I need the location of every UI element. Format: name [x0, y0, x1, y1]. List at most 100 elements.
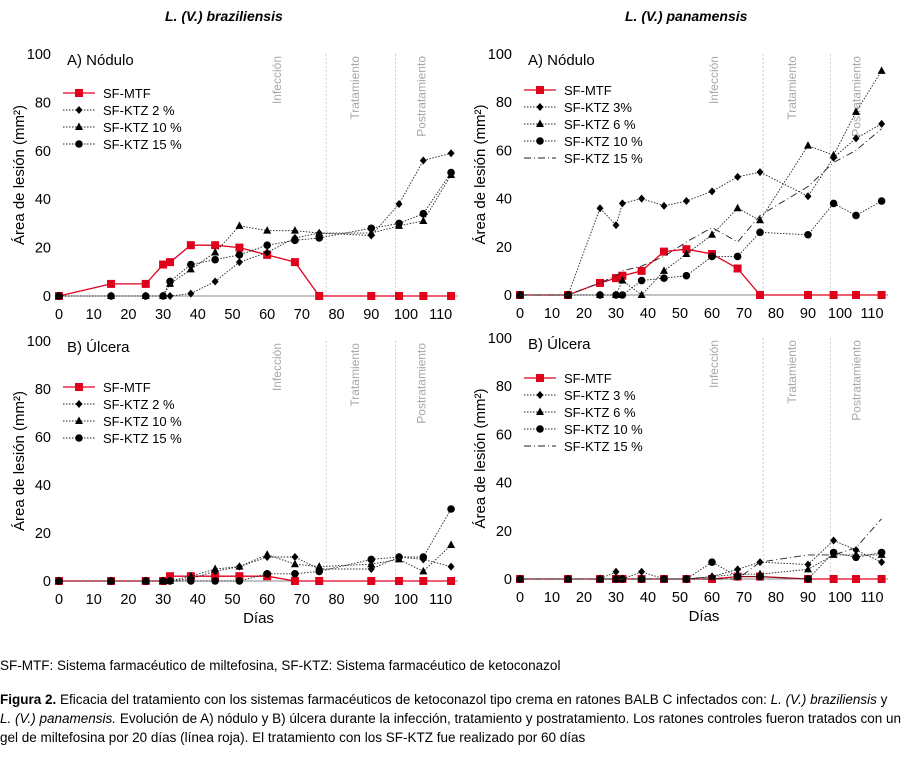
data-point [612, 221, 620, 230]
y-tick-label: 0 [43, 289, 51, 305]
series-sf-ktz-15- [55, 505, 455, 585]
data-point [708, 252, 716, 261]
data-point [618, 271, 627, 280]
data-point [447, 292, 456, 300]
data-point [804, 564, 812, 573]
x-axis-title: Días [689, 608, 720, 625]
data-point [852, 134, 860, 143]
y-tick-label: 40 [496, 476, 512, 492]
legend-marker [75, 400, 83, 408]
data-point [756, 291, 764, 299]
phase-label: Tratamiento [348, 343, 362, 407]
data-point [107, 279, 116, 288]
data-point [315, 228, 324, 237]
data-point [55, 577, 63, 585]
phase-label: Tratamiento [785, 56, 799, 120]
panel-label: A) Nódulo [67, 52, 134, 69]
data-point [829, 548, 838, 557]
data-point [804, 291, 812, 299]
figure-caption: Figura 2. Eficacia del tratamiento con l… [0, 690, 901, 747]
data-point [211, 247, 220, 256]
phase-label: Infección [270, 56, 284, 104]
legend-marker [75, 140, 83, 148]
legend-marker [536, 103, 544, 111]
data-point [315, 567, 324, 576]
title-left: L. (V.) braziliensis [165, 8, 283, 24]
data-point [733, 203, 742, 212]
data-point [291, 236, 299, 245]
chart-panel-3: Infección Tratamiento Postratamiento 0 20 40 6… [11, 334, 458, 627]
chart-panel-2: Infección Tratamiento Postratamiento 0 20 40 6… [472, 47, 888, 322]
legend-label: SF-KTZ 10 % [564, 134, 643, 149]
data-point [395, 219, 403, 228]
legend-label: SF-MTF [103, 380, 151, 395]
data-point [829, 150, 838, 159]
y-tick-label: 20 [35, 241, 51, 257]
data-point [756, 572, 764, 581]
data-point [290, 559, 299, 568]
data-point [166, 292, 174, 300]
x-tick-label: 10 [544, 590, 560, 606]
series-sf-ktz-10- [516, 548, 886, 583]
phase-label: Postratamiento [415, 56, 429, 137]
data-point [235, 577, 244, 585]
data-point [447, 505, 455, 513]
y-tick-label: 60 [496, 143, 512, 159]
figure-charts: Infección Tratamiento Postratamiento 0 20 40 6… [11, 47, 888, 627]
data-point [804, 575, 812, 583]
data-point [877, 575, 886, 583]
data-point [618, 276, 627, 284]
y-tick-label: 100 [488, 331, 512, 347]
data-point [159, 577, 167, 585]
figure-caption-text-2: y [876, 692, 888, 707]
data-point [211, 572, 220, 581]
series-line [59, 174, 452, 297]
y-tick-label: 100 [488, 47, 512, 63]
x-tick-label: 40 [640, 590, 656, 606]
series-line [520, 518, 882, 580]
data-point [419, 156, 427, 165]
y-tick-label: 100 [27, 334, 51, 350]
x-tick-label: 10 [86, 592, 102, 608]
x-tick-label: 70 [294, 307, 310, 323]
data-point [166, 572, 175, 581]
data-point [612, 291, 620, 299]
x-tick-label: 50 [224, 592, 240, 608]
data-point [682, 575, 691, 583]
data-point [852, 211, 860, 220]
data-point [186, 264, 195, 273]
legend-marker [536, 374, 544, 382]
data-point [235, 258, 243, 267]
data-point [612, 274, 620, 283]
legend-label: SF-KTZ 2 % [103, 103, 175, 118]
legend-label: SF-KTZ 15 % [564, 439, 643, 454]
y-tick-label: 80 [35, 95, 51, 111]
data-point [596, 204, 604, 213]
x-tick-label: 30 [608, 590, 624, 606]
y-tick-label: 60 [35, 430, 51, 446]
x-tick-label: 80 [768, 306, 784, 322]
data-point [829, 575, 838, 583]
phase-label: Postratamiento [849, 340, 863, 421]
data-point [877, 548, 886, 557]
data-point [395, 200, 403, 209]
y-tick-label: 0 [504, 288, 512, 304]
legend-marker [536, 425, 544, 433]
legend-label: SF-KTZ 6 % [564, 405, 636, 420]
x-tick-label: 50 [224, 307, 240, 323]
legend: SF-MTF SF-KTZ 2 % SF-KTZ 10 % SF-KTZ 15 % [63, 86, 182, 152]
x-tick-label: 30 [155, 592, 171, 608]
data-point [708, 572, 716, 580]
x-tick-label: 110 [860, 590, 883, 606]
chart-panel-1: Infección Tratamiento Postratamiento 0 20 40 6… [11, 47, 458, 323]
data-point [877, 66, 886, 74]
data-point [804, 560, 812, 569]
x-tick-label: 90 [363, 592, 379, 608]
phase-label: Infección [707, 56, 721, 104]
data-point [618, 199, 626, 208]
x-tick-label: 90 [363, 307, 379, 323]
phase-label: Postratamiento [415, 343, 429, 424]
y-tick-label: 80 [35, 382, 51, 398]
legend-marker [536, 407, 544, 415]
x-tick-label: 110 [429, 307, 452, 323]
